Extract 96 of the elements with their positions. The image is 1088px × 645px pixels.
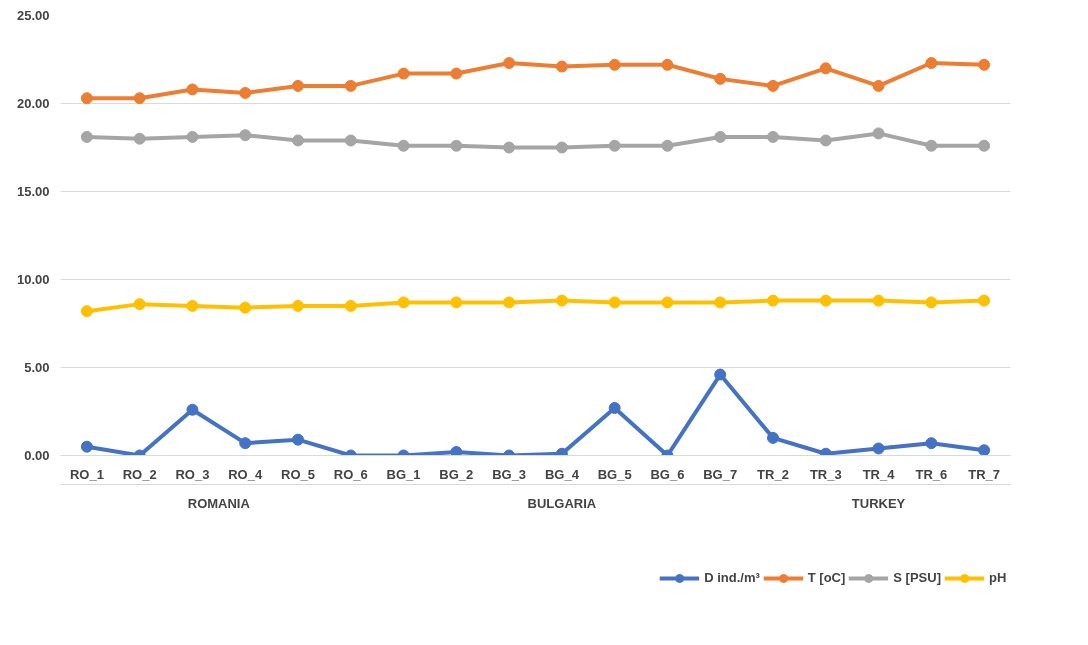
x-tick-label: BG_6 <box>650 466 685 482</box>
point <box>344 299 357 312</box>
point <box>925 296 938 309</box>
point <box>344 79 357 92</box>
point <box>239 86 252 99</box>
y-tick-label: 5.00 <box>24 360 50 375</box>
y-tick-label: 10.00 <box>16 272 50 287</box>
point <box>608 139 621 152</box>
point <box>767 294 779 307</box>
text: TURKEY <box>851 495 906 511</box>
point <box>80 92 93 105</box>
point <box>978 139 991 152</box>
point <box>292 299 304 312</box>
point <box>872 442 885 455</box>
x-tick-label: TR_4 <box>862 466 896 482</box>
point <box>186 403 199 416</box>
x-tick-label: TR_3 <box>809 466 842 482</box>
point <box>925 57 938 70</box>
point <box>239 301 252 314</box>
point <box>925 437 938 450</box>
point <box>80 305 93 318</box>
point <box>819 294 832 307</box>
x-tick-label: RO_4 <box>228 466 263 482</box>
point <box>872 294 885 307</box>
point <box>608 58 621 71</box>
point <box>714 296 727 309</box>
point <box>397 67 410 80</box>
point <box>239 437 252 450</box>
point <box>186 83 199 96</box>
point <box>344 134 357 147</box>
point <box>397 296 410 309</box>
point <box>186 299 199 312</box>
point <box>503 296 516 309</box>
point <box>925 139 938 152</box>
point <box>80 130 93 143</box>
point <box>503 57 516 70</box>
x-tick-label: BG_2 <box>439 466 474 482</box>
x-tick-label: BG_4 <box>544 466 580 482</box>
y-tick-label: 0.00 <box>24 448 50 463</box>
point <box>292 433 304 446</box>
x-tick-label: TR_7 <box>968 466 1001 482</box>
point <box>133 132 146 145</box>
point <box>714 368 727 381</box>
x-tick-label: RO_5 <box>281 466 315 482</box>
point <box>819 134 832 147</box>
x-tick-label: TR_6 <box>915 466 948 482</box>
point <box>503 141 516 154</box>
legend-label: T [oC] <box>807 570 846 586</box>
point <box>133 298 146 311</box>
legend-label: D ind./m³ <box>704 570 760 586</box>
point <box>978 294 991 307</box>
y-tick-label: 20.00 <box>16 96 50 111</box>
point <box>978 58 991 71</box>
x-tick-label: RO_3 <box>175 466 210 482</box>
point <box>450 445 463 456</box>
point <box>450 67 463 80</box>
point <box>767 79 779 92</box>
point <box>555 294 568 307</box>
point <box>555 141 568 154</box>
point <box>80 440 93 453</box>
point <box>661 139 674 152</box>
legend-label: S [PSU] <box>893 570 941 586</box>
legend-label: pH <box>989 570 1008 586</box>
point <box>555 60 568 73</box>
point <box>397 139 410 152</box>
x-tick-label: RO_2 <box>122 466 157 482</box>
point <box>767 431 779 444</box>
point <box>978 444 991 456</box>
point <box>767 130 779 143</box>
point <box>292 134 304 147</box>
point <box>133 92 146 105</box>
point <box>450 296 463 309</box>
point <box>239 129 252 142</box>
text: BULGARIA <box>527 495 597 511</box>
point <box>819 62 832 75</box>
point <box>608 401 621 414</box>
point <box>450 139 463 152</box>
x-tick-label: RO_1 <box>69 466 104 482</box>
x-tick-label: BG_7 <box>703 466 738 482</box>
x-tick-label: BG_5 <box>597 466 632 482</box>
point <box>661 58 674 71</box>
x-tick-label: BG_1 <box>386 466 421 482</box>
y-tick-label: 25.00 <box>16 8 50 23</box>
point <box>292 79 304 92</box>
x-tick-label: RO_6 <box>333 466 368 482</box>
point <box>714 130 727 143</box>
point <box>714 72 727 85</box>
point <box>872 79 885 92</box>
y-tick-label: 15.00 <box>16 184 50 199</box>
text: ROMANIA <box>187 495 251 511</box>
x-tick-label: BG_3 <box>492 466 527 482</box>
point <box>186 130 199 143</box>
point <box>608 296 621 309</box>
x-tick-label: TR_2 <box>757 466 789 482</box>
point <box>661 296 674 309</box>
point <box>872 127 885 140</box>
